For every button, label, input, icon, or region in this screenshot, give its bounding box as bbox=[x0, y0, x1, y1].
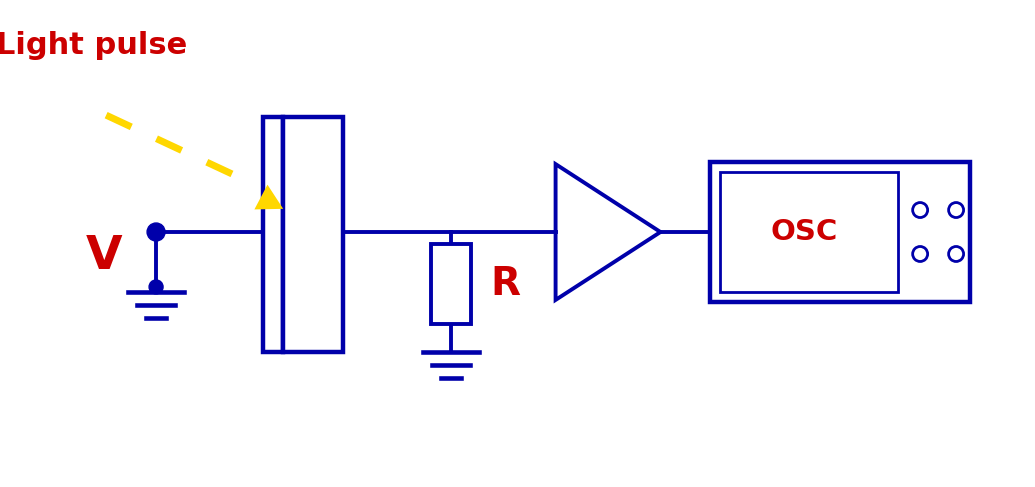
Bar bbox=[283, 117, 343, 352]
Bar bbox=[431, 244, 471, 324]
Bar bbox=[720, 172, 898, 292]
Polygon shape bbox=[255, 185, 284, 209]
Text: V: V bbox=[86, 234, 122, 280]
Text: Light pulse: Light pulse bbox=[0, 31, 187, 60]
Bar bbox=[710, 162, 970, 302]
Text: R: R bbox=[491, 265, 521, 303]
Text: OSC: OSC bbox=[771, 218, 838, 246]
Circle shape bbox=[147, 223, 165, 241]
Circle shape bbox=[149, 280, 164, 294]
Bar bbox=[263, 117, 283, 352]
